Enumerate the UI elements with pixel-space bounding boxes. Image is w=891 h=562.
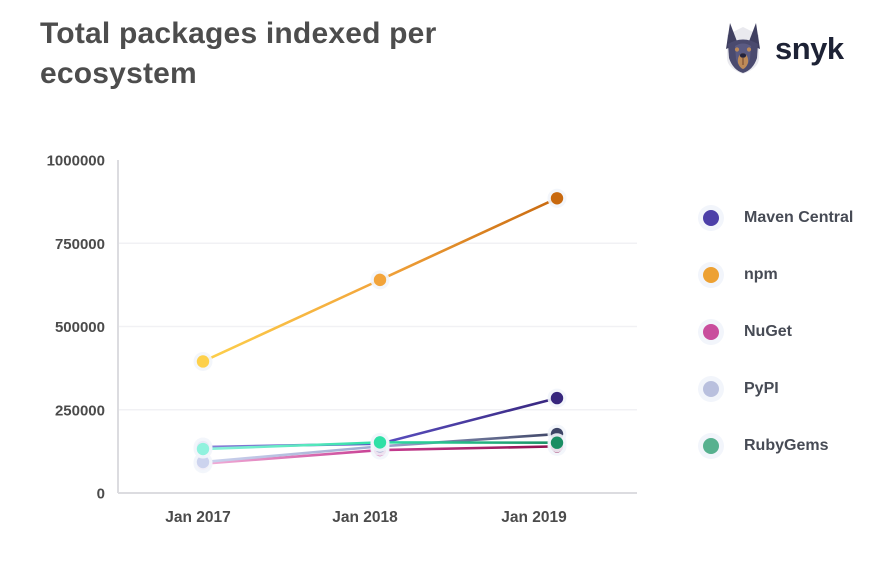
legend-label: Maven Central [744, 209, 854, 226]
page-title: Total packages indexed per ecosystem [40, 17, 437, 90]
snyk-logo: snyk [720, 22, 844, 76]
legend-label: NuGet [744, 323, 792, 340]
line-chart: 0 250000 500000 750000 1000000 Jan 2017 Jan 20… [47, 153, 637, 526]
y-tick-label: 500000 [55, 319, 105, 336]
data-point-maven-central [550, 391, 564, 405]
snyk-wordmark: snyk [775, 31, 844, 66]
legend-color-dot [703, 267, 719, 283]
legend-color-dot [703, 438, 719, 454]
legend-label: npm [744, 266, 778, 283]
legend-item-rubygems: RubyGems [698, 433, 853, 459]
y-tick-label: 750000 [55, 236, 105, 253]
legend-label: PyPI [744, 380, 779, 397]
legend-swatch-halo [698, 205, 724, 231]
legend-item-maven-central: Maven Central [698, 205, 853, 231]
legend-label: RubyGems [744, 437, 829, 454]
data-point-npm [196, 355, 210, 368]
legend-item-pypi: PyPI [698, 376, 853, 402]
data-point-rubygems [373, 436, 387, 449]
chart-legend: Maven Central npm NuGet PyPI RubyGems [698, 205, 853, 490]
y-tick-label: 0 [97, 486, 105, 503]
legend-swatch-halo [698, 319, 724, 345]
x-tick-label: Jan 2017 [165, 509, 231, 526]
x-tick-label: Jan 2019 [501, 509, 567, 526]
legend-swatch-halo [698, 433, 724, 459]
legend-color-dot [703, 324, 719, 340]
data-point-npm [550, 192, 564, 205]
legend-color-dot [703, 210, 719, 226]
data-point-pypi [196, 455, 210, 469]
legend-swatch-halo [698, 376, 724, 402]
legend-color-dot [703, 381, 719, 397]
legend-swatch-halo [698, 262, 724, 288]
legend-item-nuget: NuGet [698, 319, 853, 345]
y-tick-label: 1000000 [47, 153, 105, 170]
y-tick-label: 250000 [55, 402, 105, 419]
snyk-doberman-icon [726, 23, 760, 74]
data-point-rubygems [550, 436, 564, 449]
legend-item-npm: npm [698, 262, 853, 288]
x-tick-label: Jan 2018 [332, 509, 398, 526]
data-point-rubygems [196, 442, 210, 456]
data-point-npm [373, 273, 387, 287]
